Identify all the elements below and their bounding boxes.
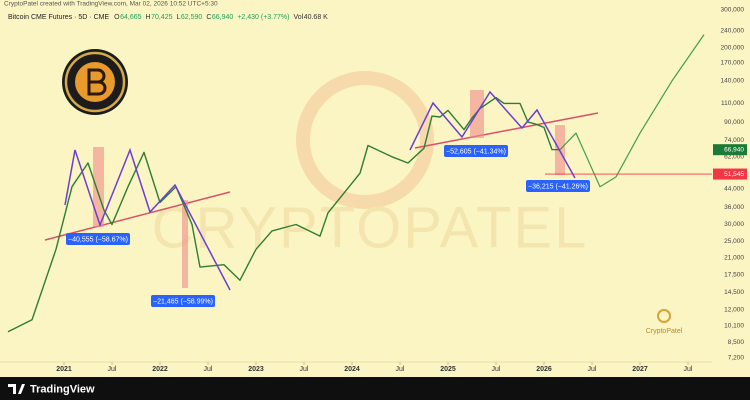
y-tick-label: 36,000: [724, 204, 744, 211]
y-tick-label: 10,100: [724, 323, 744, 330]
x-tick-label: Jul: [684, 366, 693, 373]
footer-bar: [0, 377, 750, 400]
x-tick-label: Jul: [396, 366, 405, 373]
ohlc-key: C: [206, 14, 211, 21]
y-tick-label: 14,500: [724, 289, 744, 296]
x-tick-label: 2021: [56, 366, 72, 373]
ohlc-value: +2,430 (+3.77%): [237, 14, 289, 21]
ohlc-key: H: [146, 14, 151, 21]
price-label: 66,940: [724, 146, 744, 153]
ohlc: O 64,665 H 70,425 L 62,590 C 66,940 +2,430 (+3.7…: [114, 14, 328, 21]
price-line: [7, 96, 561, 333]
x-tick-label: Jul: [108, 366, 117, 373]
measure-box: [182, 200, 188, 288]
y-tick-label: 44,000: [724, 186, 744, 193]
measure-label: −36,215 (−41.26%): [528, 183, 588, 190]
watermark-ring: [296, 71, 434, 209]
zigzag: [64, 147, 231, 291]
measure-label: −21,465 (−58.99%): [153, 298, 213, 305]
x-tick-label: 2022: [152, 366, 168, 373]
small-logo: [657, 309, 671, 323]
x-tick-label: Jul: [492, 366, 501, 373]
price-label: 51,545: [724, 171, 744, 178]
x-tick-label: Jul: [300, 366, 309, 373]
x-axis: 2021 Jul 2022 Jul 2023 Jul 2024 Jul 2025 Jul 2026 J…: [56, 362, 693, 373]
x-tick-label: 2023: [248, 366, 264, 373]
ohlc-value: 62,590: [181, 14, 203, 21]
bitcoin-logo: [62, 49, 128, 115]
y-tick-label: 7,200: [728, 354, 745, 361]
y-axis: 300,000 240,000 200,000 170,000 140,000 110,0…: [713, 7, 747, 361]
ohlc-key: O: [114, 14, 120, 21]
price-label-box: [713, 168, 747, 180]
ohlc-key: Vol: [293, 14, 303, 21]
ohlc-value: 66,940: [212, 14, 234, 21]
ohlc-key: L: [177, 14, 181, 21]
y-tick-label: 140,000: [721, 78, 745, 85]
y-tick-label: 25,000: [724, 238, 744, 245]
logo-b: [87, 68, 107, 96]
logo-ring: [64, 51, 126, 113]
y-tick-label: 17,500: [724, 271, 744, 278]
ohlc-value: 64,665: [120, 14, 142, 21]
x-tick-label: 2027: [632, 366, 648, 373]
credit: CryptoPatel created with TradingView.com…: [4, 1, 218, 8]
price-label-box: [713, 144, 747, 156]
measure-box: [93, 147, 104, 227]
measure-label-box: [66, 233, 130, 245]
watermark-text: CRYPTOPATEL: [152, 195, 589, 260]
y-tick-label: 90,000: [724, 119, 744, 126]
x-tick-label: 2026: [536, 366, 552, 373]
y-tick-label: 21,000: [724, 254, 744, 261]
y-tick-label: 110,000: [721, 100, 744, 107]
y-tick-label: 200,000: [721, 44, 745, 51]
x-tick-label: 2024: [344, 366, 360, 373]
y-tick-label: 12,000: [724, 307, 744, 314]
chart-title: Bitcoin CME Futures · 5D · CME: [8, 14, 109, 21]
footer-text: TradingView: [30, 383, 95, 395]
small-logo-text: CryptoPatel: [646, 328, 683, 335]
y-tick-label: 30,000: [724, 221, 744, 228]
x-tick-label: 2025: [440, 366, 456, 373]
y-tick-label: 240,000: [721, 27, 745, 34]
trendline: [414, 112, 599, 149]
trendline: [44, 191, 231, 241]
zigzag: [409, 90, 576, 179]
y-tick-label: 8,500: [728, 339, 745, 346]
measure-label: −40,555 (−58.67%): [68, 236, 128, 243]
watermark-group: CRYPTOPATEL: [152, 71, 589, 260]
y-tick-label: 300,000: [721, 7, 745, 14]
measure-label-box: [151, 295, 215, 307]
tv-logo: [8, 384, 25, 394]
ohlc-value: 70,425: [151, 14, 173, 21]
measure-label: −52,605 (−41.34%): [446, 148, 506, 155]
measure-labels: −40,555 (−58.67%) −21,465 (−58.99%) −52,…: [66, 145, 590, 307]
ohlc-value: 40.68 K: [304, 14, 328, 21]
y-tick-label: 74,000: [724, 137, 744, 144]
measure-label-box: [444, 145, 508, 157]
y-tick-label: 62,000: [724, 154, 744, 161]
measure-label-box: [526, 180, 590, 192]
y-tick-label: 170,000: [721, 60, 745, 67]
x-tick-label: Jul: [588, 366, 597, 373]
x-tick-label: Jul: [204, 366, 213, 373]
price-line: [559, 34, 705, 188]
